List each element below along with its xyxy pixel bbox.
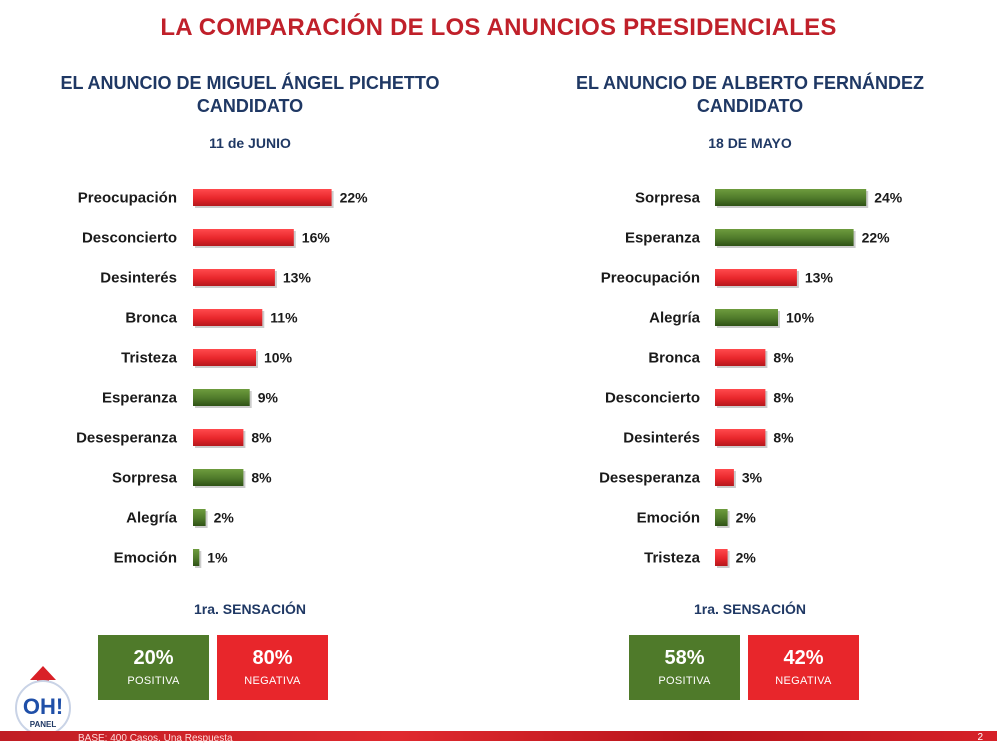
bar-negative [715,349,766,366]
page-number: 2 [977,732,983,743]
bar-value-label: 13% [283,270,312,286]
positive-box: 20% POSITIVA [98,635,209,700]
sensacion-label: 1ra. SENSACIÓN [193,601,307,617]
bar-positive [193,389,250,406]
bar-value-label: 3% [742,470,763,486]
category-label: Sorpresa [112,470,178,487]
category-label: Desinterés [623,430,700,447]
bar-value-label: 11% [270,310,298,326]
heading-line-2: CANDIDATO [196,96,304,116]
bar-negative [193,429,244,446]
bar-negative [715,549,728,566]
panel-fernandez: EL ANUNCIO DE ALBERTO FERNÁNDEZ CANDIDAT… [520,72,980,700]
bar-value-label: 2% [736,510,757,526]
negative-label: NEGATIVA [775,675,832,687]
category-label: Desconcierto [82,230,177,247]
bar-positive [193,549,200,566]
category-label: Alegría [649,310,701,327]
bar-negative [193,349,256,366]
bar-negative [715,389,766,406]
positive-label: POSITIVA [127,675,180,687]
category-label: Bronca [648,350,700,367]
bar-value-label: 22% [340,190,369,206]
panel-heading: EL ANUNCIO DE ALBERTO FERNÁNDEZ CANDIDAT… [520,72,980,118]
bar-positive [715,189,867,206]
bar-positive [715,509,728,526]
bar-value-label: 24% [874,190,903,206]
page-title: LA COMPARACIÓN DE LOS ANUNCIOS PRESIDENC… [160,14,837,41]
bar-value-label: 8% [773,350,794,366]
category-label: Desesperanza [599,470,701,487]
positive-label: POSITIVA [658,675,711,687]
bar-value-label: 1% [207,550,228,566]
footer-base-text: BASE: 400 Casos. Una Respuesta [78,733,233,744]
bar-chart-fernandez: Sorpresa 24% Esperanza 22% Preocupación 13% Al… [599,189,903,568]
bar-negative [193,229,294,246]
panel-date: 11 de JUNIO [209,135,291,151]
heading-line-1: EL ANUNCIO DE ALBERTO FERNÁNDEZ [575,73,924,93]
category-label: Emoción [114,550,177,567]
category-label: Esperanza [625,230,701,247]
bar-negative [715,269,797,286]
logo-text: OH! [23,694,63,719]
category-label: Tristeza [121,350,178,367]
sensacion-label: 1ra. SENSACIÓN [693,601,807,617]
category-label: Emoción [637,510,700,527]
category-label: Tristeza [644,550,701,567]
category-label: Bronca [125,310,177,327]
category-label: Esperanza [102,390,178,407]
bar-positive [715,309,778,326]
bar-negative [715,429,766,446]
bar-value-label: 8% [251,430,272,446]
negative-value: 80% [252,647,293,669]
bar-value-label: 8% [773,430,794,446]
bar-value-label: 10% [786,310,815,326]
positive-box: 58% POSITIVA [629,635,740,700]
positive-value: 58% [664,647,705,669]
bar-value-label: 10% [264,350,293,366]
heading-line-2: CANDIDATO [696,96,804,116]
category-label: Desesperanza [76,430,178,447]
negative-value: 42% [783,647,824,669]
bar-positive [193,469,244,486]
bar-value-label: 9% [258,390,279,406]
bar-value-label: 13% [805,270,834,286]
bar-value-label: 2% [214,510,235,526]
category-label: Preocupación [78,190,177,207]
bar-chart-pichetto: Preocupación 22% Desconcierto 16% Desinterés… [76,189,369,568]
category-label: Alegría [126,510,178,527]
bar-value-label: 16% [302,230,331,246]
negative-box: 42% NEGATIVA [748,635,859,700]
bar-value-label: 8% [251,470,272,486]
bar-negative [715,469,734,486]
logo-subtext: PANEL [30,720,57,729]
category-label: Sorpresa [635,190,701,207]
footer-band [0,731,997,741]
negative-box: 80% NEGATIVA [217,635,328,700]
oh-panel-logo: OH! PANEL [15,666,71,736]
panel-heading: EL ANUNCIO DE MIGUEL ÁNGEL PICHETTO CAND… [20,72,480,118]
bar-negative [193,269,275,286]
heading-line-1: EL ANUNCIO DE MIGUEL ÁNGEL PICHETTO [60,73,440,93]
bar-positive [193,509,206,526]
bar-negative [193,309,263,326]
category-label: Desconcierto [605,390,700,407]
negative-label: NEGATIVA [244,675,301,687]
bar-positive [715,229,854,246]
positive-value: 20% [133,647,174,669]
bar-value-label: 22% [862,230,891,246]
arrow-up-icon [30,666,56,688]
panel-pichetto: EL ANUNCIO DE MIGUEL ÁNGEL PICHETTO CAND… [20,72,480,700]
bar-value-label: 8% [773,390,794,406]
bar-negative [193,189,332,206]
bar-value-label: 2% [736,550,757,566]
category-label: Preocupación [601,270,700,287]
category-label: Desinterés [100,270,177,287]
panel-date: 18 DE MAYO [708,135,792,151]
